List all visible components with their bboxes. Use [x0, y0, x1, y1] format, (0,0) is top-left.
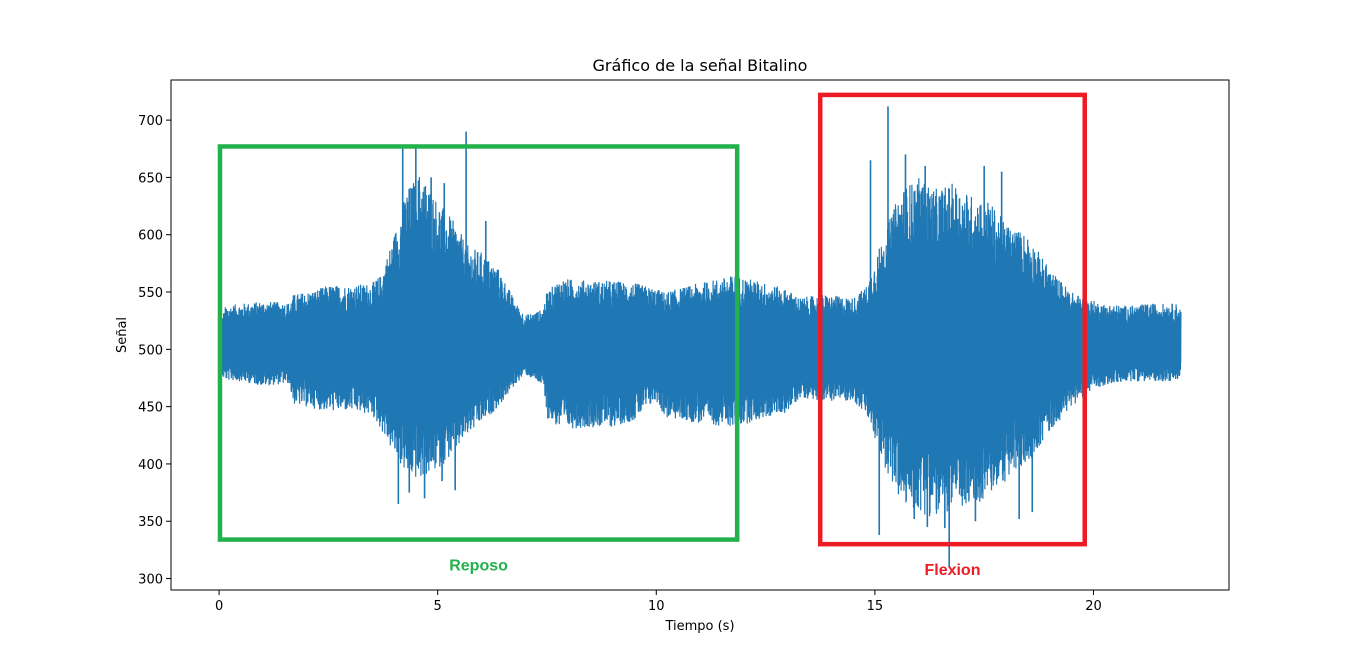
axis-ticks: 0 5 10 15 20 300 350 400 450 500 550 600 650 700 — [138, 114, 1102, 614]
annotation-box-reposo — [217, 144, 740, 542]
annotation-box-flexion — [817, 92, 1087, 547]
annotation-label-reposo: Reposo — [449, 558, 508, 575]
y-tick-label: 300 — [138, 573, 163, 588]
y-tick-label: 450 — [138, 401, 163, 416]
y-tick-label: 550 — [138, 286, 163, 301]
annotation-layer: Reposo Flexion — [217, 92, 1087, 579]
y-tick-label: 700 — [138, 114, 163, 129]
x-tick-label: 15 — [867, 599, 884, 614]
signal-line — [218, 176, 1182, 517]
y-tick-label: 400 — [138, 458, 163, 473]
signal-layer — [218, 106, 1182, 568]
x-tick-label: 0 — [215, 599, 223, 614]
x-tick-label: 5 — [434, 599, 442, 614]
y-tick-label: 500 — [138, 343, 163, 358]
chart-title: Gráfico de la señal Bitalino — [593, 56, 808, 75]
y-axis-label: Señal — [115, 317, 130, 353]
plot-frame — [170, 79, 1230, 591]
y-tick-label: 350 — [138, 515, 163, 530]
x-axis-label: Tiempo (s) — [664, 619, 734, 634]
annotation-label-flexion: Flexion — [924, 562, 980, 579]
y-tick-label: 600 — [138, 229, 163, 244]
y-tick-label: 650 — [138, 171, 163, 186]
x-tick-label: 10 — [648, 599, 665, 614]
x-tick-label: 20 — [1085, 599, 1102, 614]
